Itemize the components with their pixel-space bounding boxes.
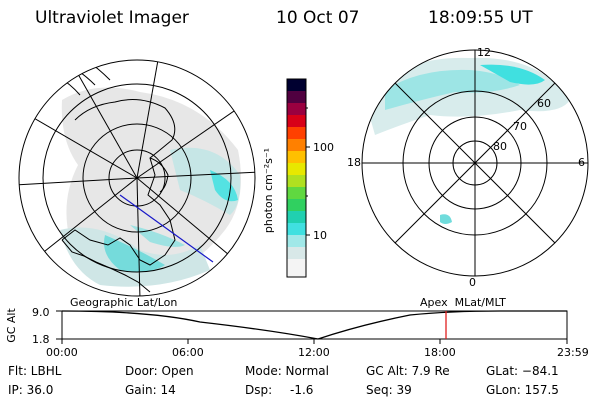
- dsp-label: Dsp:: [245, 383, 273, 397]
- time-tick-0600: 06:00: [172, 346, 204, 359]
- gain-status: Gain: 14: [125, 383, 176, 397]
- filter-status: Flt: LBHL: [8, 364, 62, 378]
- time-tick-0000: 00:00: [46, 346, 78, 359]
- observation-time: 18:09:55 UT: [428, 8, 533, 28]
- mlat-label-60: 60: [537, 97, 551, 110]
- altitude-y-top: 9.0: [32, 306, 50, 319]
- sequence-status: Seq: 39: [366, 383, 412, 397]
- altitude-y-bottom: 1.8: [32, 333, 50, 346]
- magnetic-aurora-image: [365, 57, 570, 224]
- geographic-longitude: GLon: 157.5: [486, 383, 559, 397]
- ip-status: IP: 36.0: [8, 383, 54, 397]
- mlt-label-0: 0: [469, 276, 476, 289]
- mlt-label-6: 6: [578, 156, 585, 169]
- time-tick-1800: 18:00: [424, 346, 456, 359]
- mlt-label-18: 18: [347, 156, 361, 169]
- instrument-title: Ultraviolet Imager: [35, 8, 189, 28]
- gc-altitude-status: GC Alt: 7.9 Re: [366, 364, 450, 378]
- geographic-caption: Geographic Lat/Lon: [70, 296, 178, 309]
- satellite-track-line: [119, 194, 214, 263]
- magnetic-map: [361, 49, 589, 277]
- time-tick-2359: 23:59: [557, 346, 589, 359]
- geographic-map: [18, 59, 256, 297]
- mlt-label-12: 12: [477, 46, 491, 59]
- color-scale-bar: [286, 78, 310, 278]
- colorbar-tick-100: 100: [313, 141, 334, 154]
- magnetic-caption: Apex MLat/MLT: [420, 296, 506, 309]
- dsp-value: -1.6: [290, 383, 314, 397]
- geographic-latitude: GLat: −84.1: [486, 364, 559, 378]
- mlat-label-80: 80: [493, 140, 507, 153]
- door-status: Door: Open: [125, 364, 194, 378]
- time-tick-1200: 12:00: [298, 346, 330, 359]
- mlat-label-70: 70: [513, 120, 527, 133]
- colorbar-tick-10: 10: [313, 229, 327, 242]
- altitude-plot: [56, 310, 568, 344]
- altitude-curve: [61, 310, 567, 340]
- colorbar-unit-label: photon cm⁻²s⁻¹: [262, 147, 276, 234]
- observation-date: 10 Oct 07: [276, 8, 360, 28]
- mode-status: Mode: Normal: [245, 364, 329, 378]
- altitude-axis-label: GC Alt: [4, 308, 18, 343]
